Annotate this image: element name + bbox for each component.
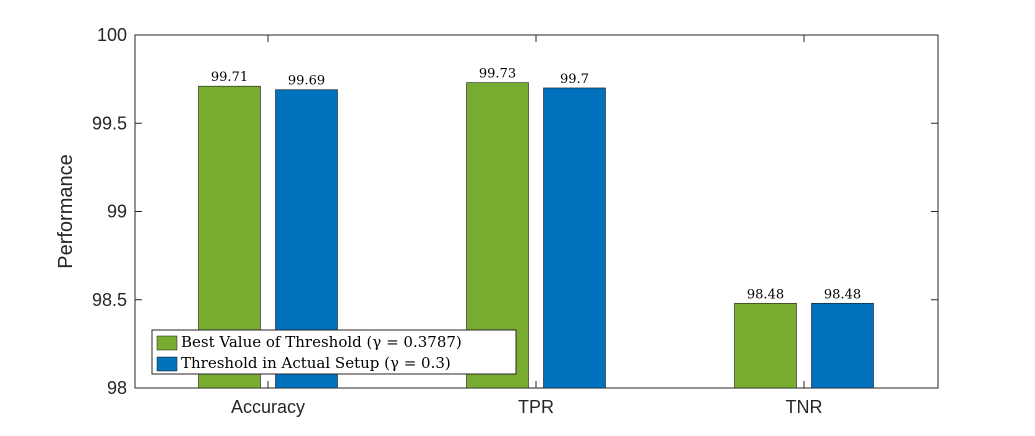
legend-swatch [156,335,178,351]
legend-box [151,329,517,375]
y-tick-label: 99 [107,202,127,222]
y-tick-label: 98.5 [92,290,127,310]
bar [811,302,874,389]
y-axis-label: Performance [55,154,77,269]
bar-value-label: 99.69 [288,74,325,89]
legend-entry: Best Value of Threshold (γ = 0.3787) [181,333,462,351]
bar-value-label: 99.71 [211,70,248,85]
bar-value-label: 98.48 [747,287,784,302]
bar [543,87,606,389]
x-tick-label: TNR [786,397,823,417]
bar-value-label: 99.73 [479,67,516,82]
y-tick-label: 99.5 [92,113,127,133]
bar [734,302,797,389]
bar-value-label: 98.48 [824,287,861,302]
x-axis: Accuracy TPR TNR [231,35,823,417]
x-tick-label: TPR [518,397,554,417]
y-tick-label: 100 [97,25,127,45]
plot-area [134,34,939,389]
legend-swatch [156,356,178,372]
y-axis: 98 98.5 99 99.5 100 [92,25,938,398]
x-tick-label: Accuracy [231,397,305,417]
bar-value-label: 99.7 [560,72,589,87]
legend: Best Value of Threshold (γ = 0.3787) Thre… [151,329,517,375]
legend-entry: Threshold in Actual Setup (γ = 0.3) [181,354,451,372]
y-tick-label: 98 [107,378,127,398]
